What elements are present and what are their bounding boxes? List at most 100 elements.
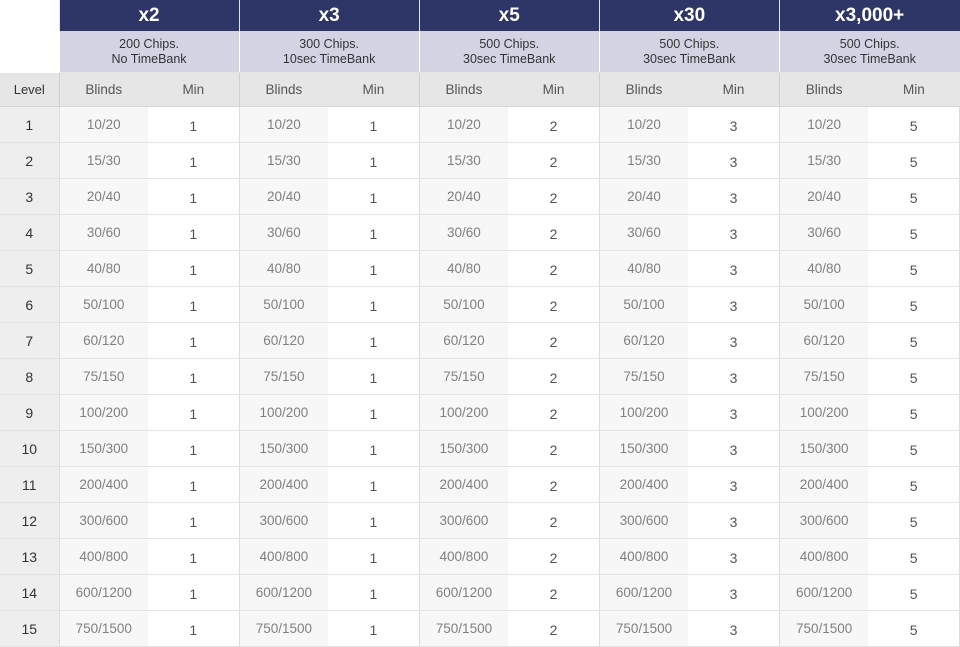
prize-description: 300 Chips. 10sec TimeBank xyxy=(238,31,420,73)
min-column-header: Min xyxy=(508,72,600,107)
level-cell: 10 xyxy=(0,430,60,467)
multiplier-header: x2 xyxy=(58,0,240,31)
level-cell: 3 xyxy=(0,178,60,215)
min-cell: 1 xyxy=(148,502,240,539)
min-cell: 5 xyxy=(868,214,960,251)
min-cell: 1 xyxy=(148,106,240,143)
min-cell: 1 xyxy=(148,142,240,179)
blinds-cell: 750/1500 xyxy=(238,610,329,647)
blinds-cell: 600/1200 xyxy=(238,574,329,611)
blinds-cell: 20/40 xyxy=(778,178,869,215)
blinds-cell: 30/60 xyxy=(418,214,509,251)
table-body: 1 10/20 1 10/20 1 10/20 2 10/20 3 10/20 5 2 15/30 1 15… xyxy=(0,106,960,647)
blinds-cell: 30/60 xyxy=(778,214,869,251)
table-row: 3 20/40 1 20/40 1 20/40 2 20/40 3 20/40 5 xyxy=(0,178,960,215)
blinds-cell: 20/40 xyxy=(598,178,689,215)
blinds-cell: 15/30 xyxy=(598,142,689,179)
multiplier-header: x3,000+ xyxy=(778,0,960,31)
min-cell: 3 xyxy=(688,178,780,215)
min-cell: 1 xyxy=(148,574,240,611)
min-column-header: Min xyxy=(328,72,420,107)
min-cell: 5 xyxy=(868,502,960,539)
min-cell: 5 xyxy=(868,106,960,143)
min-cell: 3 xyxy=(688,538,780,575)
blinds-cell: 200/400 xyxy=(238,466,329,503)
min-cell: 2 xyxy=(508,574,600,611)
blinds-cell: 40/80 xyxy=(238,250,329,287)
min-cell: 1 xyxy=(328,178,420,215)
multiplier-header: x5 xyxy=(418,0,600,31)
blinds-cell: 40/80 xyxy=(598,250,689,287)
min-cell: 5 xyxy=(868,322,960,359)
column-header-row: Level Blinds Min Blinds Min Blinds Min Blinds M… xyxy=(0,72,960,107)
blinds-cell: 15/30 xyxy=(778,142,869,179)
blinds-cell: 15/30 xyxy=(418,142,509,179)
table-row: 8 75/150 1 75/150 1 75/150 2 75/150 3 75/150 5 xyxy=(0,358,960,395)
min-cell: 3 xyxy=(688,322,780,359)
blinds-cell: 600/1200 xyxy=(418,574,509,611)
blinds-cell: 300/600 xyxy=(58,502,149,539)
blinds-column-header: Blinds xyxy=(598,72,689,107)
blinds-cell: 400/800 xyxy=(598,538,689,575)
min-cell: 3 xyxy=(688,358,780,395)
blinds-cell: 150/300 xyxy=(598,430,689,467)
blinds-cell: 75/150 xyxy=(418,358,509,395)
min-cell: 5 xyxy=(868,178,960,215)
blinds-cell: 30/60 xyxy=(58,214,149,251)
min-cell: 1 xyxy=(328,502,420,539)
min-cell: 2 xyxy=(508,286,600,323)
min-cell: 3 xyxy=(688,574,780,611)
timebank-label: 30sec TimeBank xyxy=(463,51,556,66)
blinds-cell: 400/800 xyxy=(418,538,509,575)
blinds-cell: 60/120 xyxy=(58,322,149,359)
blinds-column-header: Blinds xyxy=(778,72,869,107)
chips-label: 500 Chips. xyxy=(839,36,900,51)
multiplier-header: x3 xyxy=(238,0,420,31)
min-cell: 1 xyxy=(148,466,240,503)
min-cell: 5 xyxy=(868,250,960,287)
level-cell: 1 xyxy=(0,106,60,143)
blinds-cell: 10/20 xyxy=(778,106,869,143)
min-cell: 1 xyxy=(148,214,240,251)
level-cell: 11 xyxy=(0,466,60,503)
min-cell: 2 xyxy=(508,358,600,395)
min-cell: 2 xyxy=(508,142,600,179)
level-cell: 5 xyxy=(0,250,60,287)
min-cell: 5 xyxy=(868,466,960,503)
min-cell: 3 xyxy=(688,502,780,539)
blinds-cell: 10/20 xyxy=(598,106,689,143)
blinds-cell: 75/150 xyxy=(238,358,329,395)
blinds-column-header: Blinds xyxy=(58,72,149,107)
blinds-cell: 75/150 xyxy=(58,358,149,395)
min-cell: 2 xyxy=(508,214,600,251)
min-cell: 5 xyxy=(868,358,960,395)
timebank-label: 30sec TimeBank xyxy=(823,51,916,66)
table-row: 12 300/600 1 300/600 1 300/600 2 300/600 3 300/60… xyxy=(0,502,960,539)
min-cell: 1 xyxy=(328,286,420,323)
chips-label: 500 Chips. xyxy=(659,36,720,51)
min-cell: 3 xyxy=(688,250,780,287)
blinds-cell: 20/40 xyxy=(238,178,329,215)
min-cell: 3 xyxy=(688,214,780,251)
min-cell: 1 xyxy=(148,358,240,395)
table-row: 10 150/300 1 150/300 1 150/300 2 150/300 3 150/30… xyxy=(0,430,960,467)
min-cell: 2 xyxy=(508,178,600,215)
min-cell: 5 xyxy=(868,538,960,575)
min-cell: 1 xyxy=(148,538,240,575)
table-header: x2 x3 x5 x30 x3,000+ 200 Chips. No TimeBank 30… xyxy=(0,0,960,107)
table-row: 6 50/100 1 50/100 1 50/100 2 50/100 3 50/100 5 xyxy=(0,286,960,323)
chips-label: 300 Chips. xyxy=(299,36,360,51)
min-cell: 2 xyxy=(508,466,600,503)
level-cell: 6 xyxy=(0,286,60,323)
blinds-cell: 200/400 xyxy=(598,466,689,503)
blinds-cell: 300/600 xyxy=(418,502,509,539)
blinds-cell: 400/800 xyxy=(238,538,329,575)
blinds-cell: 100/200 xyxy=(418,394,509,431)
blinds-cell: 15/30 xyxy=(238,142,329,179)
blinds-cell: 100/200 xyxy=(778,394,869,431)
blinds-cell: 60/120 xyxy=(238,322,329,359)
min-cell: 1 xyxy=(148,178,240,215)
blinds-cell: 10/20 xyxy=(238,106,329,143)
min-cell: 3 xyxy=(688,286,780,323)
